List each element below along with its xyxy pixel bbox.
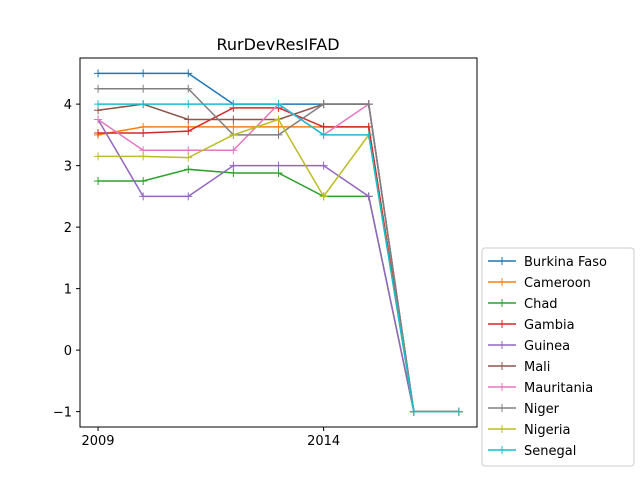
y-axis: −1 0 1 2 3 4 bbox=[53, 98, 80, 421]
series-senegal bbox=[94, 100, 463, 416]
data-point bbox=[364, 192, 373, 201]
data-point bbox=[274, 122, 283, 131]
data-point bbox=[274, 100, 283, 109]
legend-marker bbox=[498, 257, 506, 265]
data-point bbox=[184, 69, 193, 78]
data-point bbox=[274, 115, 283, 124]
data-point bbox=[364, 130, 373, 139]
data-point bbox=[139, 177, 148, 185]
data-point bbox=[184, 84, 193, 93]
data-point bbox=[184, 100, 193, 109]
legend-label: Mauritania bbox=[524, 381, 593, 396]
y-tick-label: −1 bbox=[53, 406, 72, 421]
legend: Burkina Faso Cameroon Chad Gambia Guinea Mali… bbox=[481, 247, 635, 467]
plot-frame bbox=[79, 57, 478, 428]
legend-item: Mauritania bbox=[488, 381, 593, 396]
data-point bbox=[139, 84, 148, 93]
data-point bbox=[94, 129, 103, 138]
y-tick-label: 4 bbox=[64, 98, 72, 113]
legend-item: Niger bbox=[488, 402, 560, 417]
data-point bbox=[139, 129, 148, 138]
chart-title: RurDevResIFAD bbox=[216, 35, 339, 54]
legend-label: Burkina Faso bbox=[524, 255, 607, 270]
data-point bbox=[229, 146, 238, 155]
data-point bbox=[319, 100, 328, 109]
legend-marker bbox=[498, 320, 506, 328]
data-point bbox=[184, 127, 193, 136]
y-tick-label: 3 bbox=[64, 160, 72, 175]
data-point bbox=[319, 161, 328, 170]
data-point bbox=[184, 115, 193, 124]
data-point bbox=[139, 69, 148, 78]
data-point bbox=[94, 100, 103, 109]
data-point bbox=[139, 192, 148, 201]
legend-item: Gambia bbox=[488, 318, 575, 333]
data-point bbox=[454, 407, 463, 416]
y-tick-label: 2 bbox=[64, 221, 72, 236]
data-point bbox=[94, 152, 103, 161]
data-point bbox=[229, 115, 238, 124]
legend-box bbox=[481, 247, 635, 467]
data-point bbox=[139, 100, 148, 109]
data-point bbox=[184, 165, 193, 174]
legend-label: Chad bbox=[524, 297, 558, 312]
legend-marker bbox=[498, 341, 506, 349]
plot-area bbox=[94, 69, 463, 416]
data-point bbox=[274, 161, 283, 170]
legend-item: Nigeria bbox=[488, 423, 571, 438]
data-point bbox=[94, 177, 103, 185]
legend-marker bbox=[498, 446, 506, 454]
legend-label: Niger bbox=[524, 402, 560, 417]
legend-label: Mali bbox=[524, 360, 550, 375]
data-point bbox=[94, 69, 103, 78]
data-point bbox=[319, 122, 328, 131]
legend-marker bbox=[498, 383, 506, 391]
legend-marker bbox=[498, 425, 506, 433]
legend-marker bbox=[498, 299, 506, 307]
data-point bbox=[229, 169, 238, 178]
data-point bbox=[229, 122, 238, 131]
data-point bbox=[139, 152, 148, 161]
data-point bbox=[184, 192, 193, 201]
legend-label: Senegal bbox=[524, 444, 576, 459]
legend-item: Burkina Faso bbox=[488, 255, 607, 270]
legend-label: Gambia bbox=[524, 318, 575, 333]
legend-item: Mali bbox=[488, 360, 550, 375]
legend-marker bbox=[498, 278, 506, 286]
y-tick-label: 0 bbox=[64, 344, 72, 359]
data-point bbox=[229, 161, 238, 170]
legend-item: Chad bbox=[488, 297, 558, 312]
y-tick-label: 1 bbox=[64, 283, 72, 298]
legend-marker bbox=[498, 404, 506, 412]
legend-item: Senegal bbox=[488, 444, 576, 459]
data-point bbox=[229, 100, 238, 109]
data-point bbox=[184, 146, 193, 155]
data-point bbox=[94, 115, 103, 124]
x-tick-label: 2014 bbox=[307, 434, 340, 449]
legend-label: Nigeria bbox=[524, 423, 571, 438]
data-point bbox=[274, 169, 283, 178]
data-point bbox=[274, 130, 283, 139]
x-axis: 2009 2014 bbox=[81, 427, 340, 449]
series-niger bbox=[94, 84, 463, 416]
data-point bbox=[319, 192, 328, 201]
data-point bbox=[94, 84, 103, 93]
data-point bbox=[409, 407, 418, 416]
legend-label: Guinea bbox=[524, 339, 570, 354]
legend-item: Cameroon bbox=[488, 276, 591, 291]
legend-item: Guinea bbox=[488, 339, 570, 354]
data-point bbox=[319, 130, 328, 139]
legend-marker bbox=[498, 362, 506, 370]
data-point bbox=[364, 100, 373, 109]
data-point bbox=[184, 153, 193, 162]
x-tick-label: 2009 bbox=[81, 434, 114, 449]
data-point bbox=[229, 130, 238, 139]
legend-label: Cameroon bbox=[524, 276, 591, 291]
series-line bbox=[98, 168, 459, 413]
